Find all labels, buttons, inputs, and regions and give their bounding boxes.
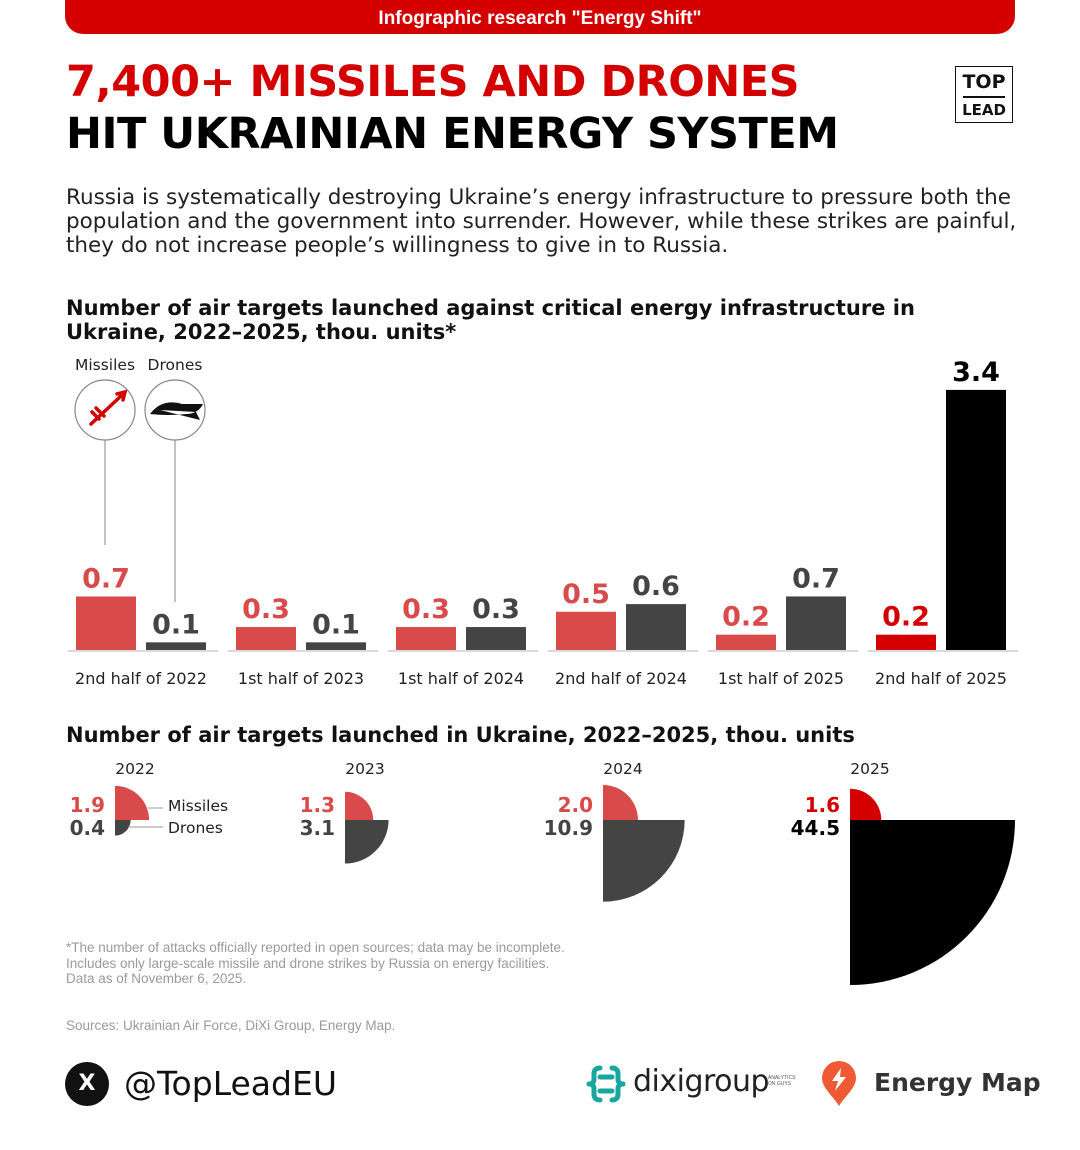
bar-missiles (76, 596, 136, 650)
footnote-line: Includes only large-scale missile and dr… (66, 955, 550, 971)
x-tick-label: 1st half of 2025 (718, 669, 844, 688)
bar-chart-title: Number of air targets launched against c… (66, 296, 915, 344)
quarter-missiles (345, 791, 374, 820)
bar-value-label: 0.7 (792, 563, 840, 594)
bar-drones (466, 627, 526, 650)
x-tick-label: 1st half of 2024 (398, 669, 524, 688)
bar-value-label: 0.3 (402, 594, 450, 625)
pie-chart-title: Number of air targets launched in Ukrain… (66, 723, 855, 747)
logo-bottom-text: LEAD (962, 100, 1006, 119)
energy-map-wordmark: Energy Map (874, 1068, 1041, 1097)
bar-value-label: 0.1 (312, 609, 360, 640)
intro-text: Russia is systematically destroying Ukra… (66, 185, 1017, 258)
bar-drones (786, 596, 846, 650)
sources: Sources: Ukrainian Air Force, DiXi Group… (66, 1018, 396, 1033)
quarter-missiles (603, 785, 638, 820)
headline-line2: HIT UKRAINIAN ENERGY SYSTEM (66, 109, 839, 159)
x-tick-label: 2nd half of 2025 (875, 669, 1007, 688)
x-tick-label: 2nd half of 2022 (75, 669, 207, 688)
quarter-missiles (115, 785, 150, 820)
bar-drones (626, 604, 686, 650)
legend-label-drones: Drones (148, 356, 203, 374)
bar-value-label: 0.3 (472, 594, 520, 625)
headline: 7,400+ MISSILES AND DRONES HIT UKRAINIAN… (66, 56, 839, 160)
missiles-value-label: 1.3 (300, 793, 335, 817)
bar-missiles (396, 627, 456, 650)
bar-value-label: 0.5 (562, 579, 610, 610)
bar-missiles (876, 634, 936, 650)
bar-drones (946, 389, 1006, 650)
bar-value-label: 0.2 (722, 602, 770, 633)
bar-value-label: 0.7 (82, 563, 130, 594)
bar-missiles (236, 627, 296, 650)
social-handle[interactable]: @TopLeadEU (124, 1064, 337, 1103)
legend-label-missiles: Missiles (75, 356, 135, 374)
dixigroup-logo-icon (586, 1065, 626, 1103)
drone-icon (150, 402, 203, 420)
quarter-drones (115, 820, 131, 836)
year-label: 2023 (345, 760, 384, 778)
x-logo-icon[interactable]: X (65, 1062, 109, 1106)
footnote-line: Data as of November 6, 2025. (66, 971, 247, 986)
x-tick-label: 1st half of 2023 (238, 669, 364, 688)
missiles-value-label: 1.9 (70, 793, 105, 817)
bar-missiles (716, 634, 776, 650)
footnote-line: *The number of attacks officially report… (66, 940, 565, 955)
quarter-drones (850, 820, 1015, 985)
bar-drones (146, 642, 206, 650)
year-label: 2022 (115, 760, 154, 778)
legend-label-drones: Drones (168, 819, 223, 837)
legend-label-missiles: Missiles (168, 797, 228, 815)
headline-line1: 7,400+ MISSILES AND DRONES (66, 57, 800, 107)
x-tick-label: 2nd half of 2024 (555, 669, 687, 688)
bar-value-label: 3.4 (952, 357, 1000, 388)
quarter-drones (603, 820, 685, 902)
bar-value-label: 0.1 (152, 609, 200, 640)
toplead-logo: TOP LEAD (955, 66, 1013, 123)
bar-missiles (556, 611, 616, 650)
year-label: 2024 (603, 760, 642, 778)
drones-value-label: 3.1 (300, 816, 335, 840)
bar-value-label: 0.3 (242, 594, 290, 625)
missiles-value-label: 1.6 (805, 793, 840, 817)
quarter-missiles (850, 788, 882, 820)
bar-value-label: 0.2 (882, 602, 930, 633)
drones-value-label: 0.4 (70, 816, 105, 840)
logo-divider (963, 96, 1005, 98)
bar-drones (306, 642, 366, 650)
banner: Infographic research "Energy Shift" (65, 0, 1015, 34)
dixigroup-tagline: ANALYTICS ON GUYS (768, 1075, 796, 1087)
missile-icon (89, 389, 128, 426)
bar-value-label: 0.6 (632, 571, 680, 602)
charts-canvas: 0.7 0.1 2nd half of 2022 0.3 0.1 1st half of … (68, 356, 1018, 985)
footnote: *The number of attacks officially report… (66, 940, 666, 987)
drones-value-label: 44.5 (791, 816, 840, 840)
energy-map-pin-icon (822, 1061, 856, 1106)
missiles-value-label: 2.0 (558, 793, 593, 817)
logo-top-text: TOP (962, 71, 1006, 93)
drones-value-label: 10.9 (544, 816, 593, 840)
quarter-drones (345, 820, 389, 864)
year-label: 2025 (850, 760, 889, 778)
dixigroup-wordmark: dixigroup (633, 1064, 770, 1099)
